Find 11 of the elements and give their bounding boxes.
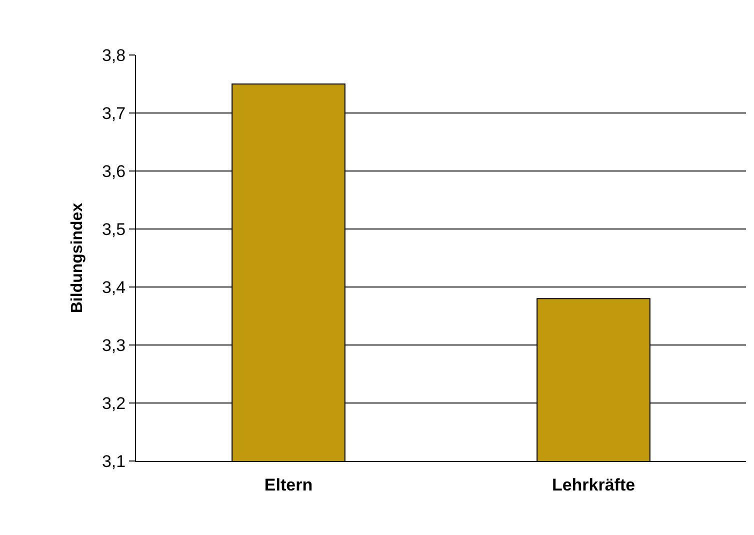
y-tick-label: 3,2 — [102, 394, 126, 413]
y-axis-title: Bildungsindex — [68, 202, 86, 314]
y-tick-label: 3,1 — [102, 452, 126, 471]
y-tick-label: 3,7 — [102, 104, 126, 123]
y-tick-label: 3,8 — [102, 46, 126, 65]
x-tick-label: Lehrkräfte — [552, 475, 636, 494]
y-tick-label: 3,5 — [102, 220, 126, 239]
y-tick-label: 3,6 — [102, 162, 126, 181]
y-tick-label: 3,3 — [102, 336, 126, 355]
x-tick-label: Eltern — [264, 475, 313, 494]
y-tick-label: 3,4 — [102, 278, 126, 297]
